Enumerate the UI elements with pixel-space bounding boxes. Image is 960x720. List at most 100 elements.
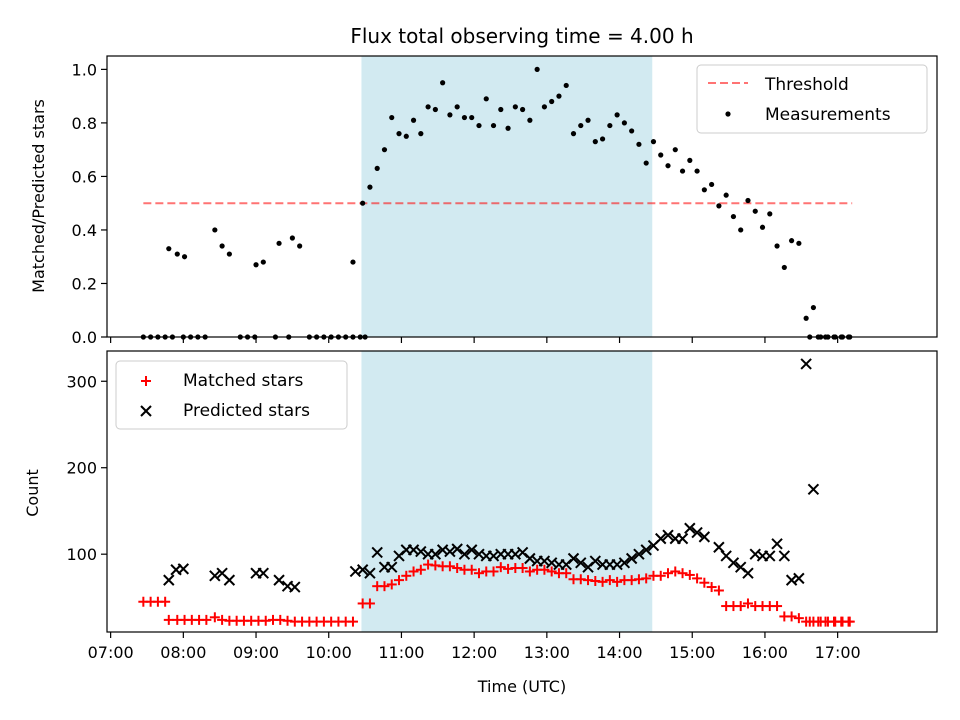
legend-measurement-swatch [725,111,731,117]
x-b [567,552,580,565]
legend-matched-label: Matched stars [183,371,303,391]
matched-star-point [612,576,623,587]
matched-star-point [699,577,710,588]
matched-star-point [408,566,419,577]
y-tick-label: 1.0 [72,60,97,79]
predicted-star-point [662,529,674,541]
x-axis-label: Time (UTC) [477,677,566,696]
matched-star-point [692,573,703,584]
predicted-star-point [778,550,791,562]
measurement-point [687,157,693,163]
x-tick-label: 10:00 [306,643,352,662]
x-b [633,548,645,560]
matched-star-point [843,616,854,627]
predicted-star-point [764,550,776,562]
matched-star-point [670,566,681,577]
measurement-point [432,106,438,113]
chart-title: Flux total observing time = 4.00 h [350,24,693,48]
measurement-point [389,114,395,121]
predicted-star-point [429,548,442,560]
measurement-point [483,96,489,102]
measurement-point [512,104,518,110]
predicted-star-point [589,555,602,567]
x-b [429,548,442,560]
x-b [209,570,221,582]
measurement-point [219,243,225,249]
predicted-star-point [793,572,805,585]
x-b [524,552,536,565]
measurement-point [810,304,817,311]
x-b [742,567,754,579]
x-b [618,557,631,569]
measurement-point [759,224,766,230]
measurement-point [556,93,562,99]
matched-star-point [804,616,815,627]
measurement-point [585,117,591,123]
x-b [349,565,362,578]
y-tick-label: 0.6 [72,167,97,186]
predicted-star-point [386,561,398,573]
y-tick-label: 0.4 [72,221,97,240]
matched-star-point [364,598,375,609]
x-tick-label: 13:00 [524,643,570,662]
measurement-point [592,139,598,145]
measurement-point [629,128,635,134]
x-tick-label: 07:00 [88,643,134,662]
x-tick-label: 12:00 [451,643,497,662]
matched-star-point [415,564,426,575]
x-b [662,529,674,541]
measurement-point [570,131,577,137]
measurement-point [297,243,303,249]
x-b [691,526,703,539]
matched-star-point [597,576,608,587]
x-b [415,545,427,558]
predicted-star-point [415,545,427,558]
measurement-point [767,211,773,217]
matched-star-point [561,568,572,579]
predicted-star-point [177,563,190,575]
measurement-point [381,147,388,153]
legend-frame [115,360,348,430]
predicted-star-point [618,557,631,569]
predicted-star-point [356,564,369,576]
measurement-point [730,213,737,220]
predicted-star-point [209,570,221,582]
x-b [364,567,376,579]
x-tick-label: 11:00 [378,643,424,662]
measurement-point [476,122,482,129]
predicted-star-point [640,544,652,556]
measurement-point [469,114,475,121]
y-tick-label: 200 [66,459,97,478]
bottom-panel: 100 200 300 07:00 08:00 09:00 10:00 11:00 12:00 1… [66,350,938,662]
measurement-point [738,227,744,233]
matched-star-point [452,563,463,574]
x-b [386,561,398,573]
measurement-point [716,203,722,209]
matched-star-point [655,570,666,581]
measurement-point [621,120,627,126]
matched-star-point [742,598,753,609]
measurement-point [658,152,664,158]
x-b [223,574,236,586]
x-tick-label: 16:00 [742,643,788,662]
measurement-point [541,104,548,110]
predicted-star-point [785,574,798,586]
predicted-star-point [575,557,587,569]
measurement-point [350,259,356,265]
measurement-point [226,251,232,257]
x-b [289,581,301,593]
measurement-point [454,104,460,110]
predicted-star-point [273,574,285,586]
legend-bottom: Matched stars Predicted stars [115,360,348,430]
predicted-star-point [684,522,696,534]
x-b [735,561,747,573]
x-b [466,544,478,556]
matched-star-point [394,575,405,586]
x-tick-label: 17:00 [815,643,861,662]
x-b [720,550,732,562]
predicted-star-point [364,567,376,579]
x-b [163,574,175,586]
top-y-axis-label: Matched/Predicted stars [29,99,48,293]
measurement-point [636,141,642,147]
matched-star-point [495,562,506,573]
